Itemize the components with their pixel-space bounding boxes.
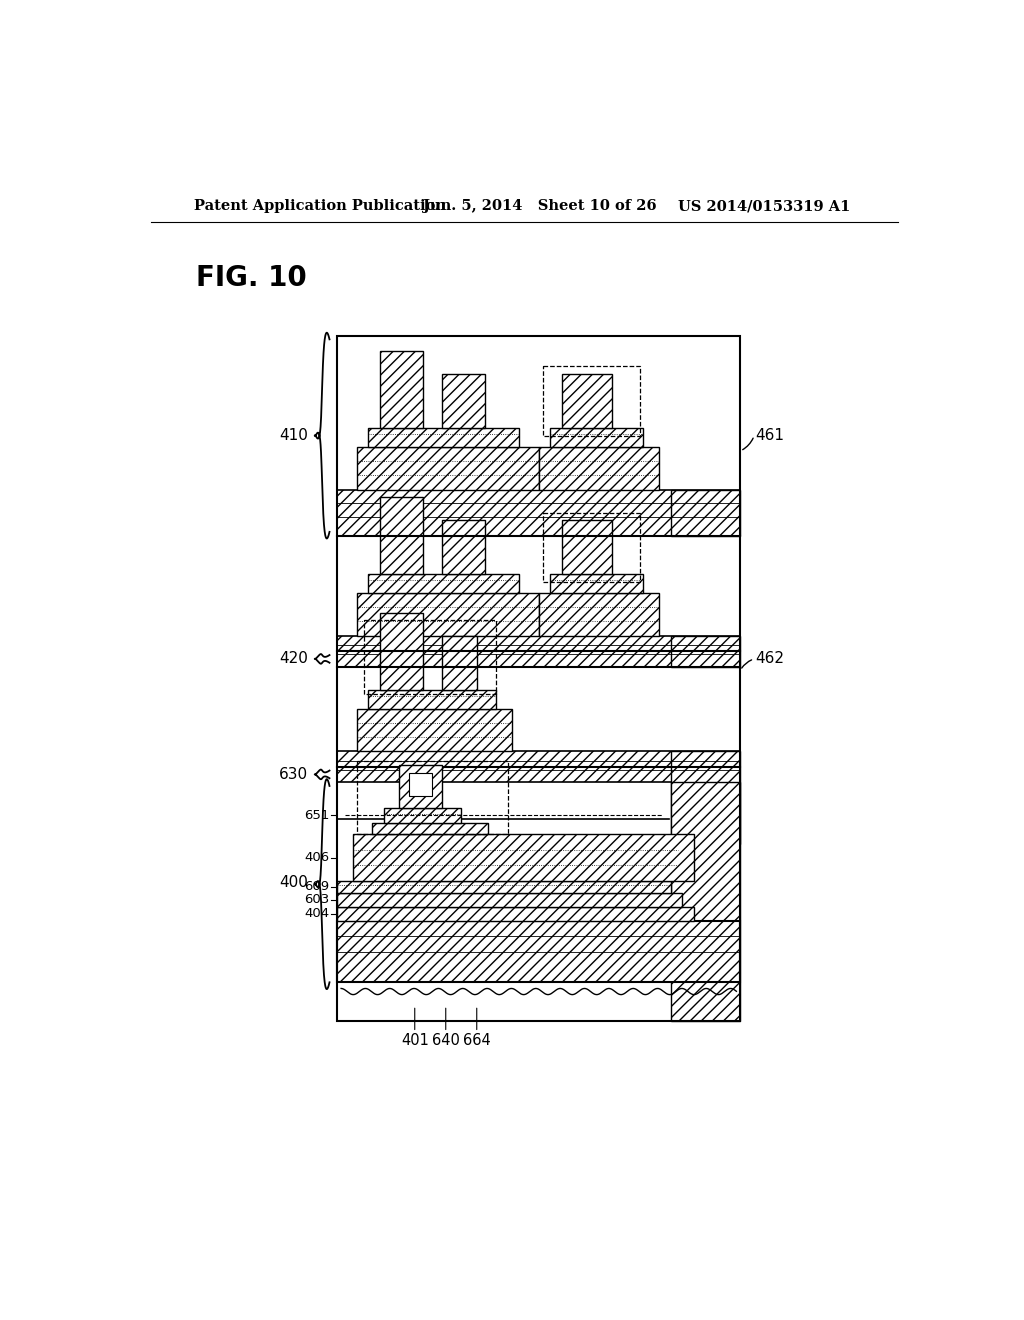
Text: 461: 461	[756, 428, 784, 444]
Bar	[384, 808, 461, 822]
Bar	[442, 636, 477, 689]
Bar	[337, 335, 740, 1020]
Bar	[671, 751, 740, 843]
Bar	[442, 374, 484, 428]
Bar	[399, 766, 442, 808]
Bar	[369, 689, 496, 709]
Text: 462: 462	[756, 651, 784, 667]
Bar	[356, 762, 508, 834]
Bar	[380, 351, 423, 428]
Bar	[356, 709, 512, 751]
Text: US 2014/0153319 A1: US 2014/0153319 A1	[678, 199, 851, 213]
Bar	[409, 774, 432, 796]
Text: 406: 406	[304, 851, 330, 865]
Bar	[539, 447, 658, 490]
Text: 420: 420	[279, 651, 308, 667]
Bar	[562, 374, 612, 428]
Bar	[671, 781, 740, 1020]
Text: FIG. 10: FIG. 10	[197, 264, 307, 292]
Bar	[352, 834, 693, 880]
Bar	[543, 367, 640, 436]
Text: 609: 609	[304, 880, 330, 894]
Bar	[550, 574, 643, 594]
Bar	[337, 636, 740, 667]
Bar	[365, 620, 496, 693]
Text: 664: 664	[463, 1032, 490, 1048]
Bar	[337, 536, 740, 651]
Text: 404: 404	[304, 907, 330, 920]
Text: 651: 651	[304, 809, 330, 822]
Bar	[372, 822, 488, 834]
Text: 400: 400	[279, 875, 308, 890]
Text: Jun. 5, 2014   Sheet 10 of 26: Jun. 5, 2014 Sheet 10 of 26	[423, 199, 656, 213]
Bar	[337, 781, 740, 818]
Bar	[337, 335, 740, 490]
Bar	[337, 880, 671, 892]
Text: 401: 401	[400, 1032, 429, 1048]
Bar	[337, 907, 693, 921]
Bar	[550, 428, 643, 447]
Bar	[337, 751, 740, 781]
Bar	[337, 818, 671, 913]
Bar	[356, 594, 539, 636]
Bar	[337, 667, 740, 767]
Bar	[543, 512, 640, 582]
Bar	[539, 594, 658, 636]
Bar	[337, 490, 740, 536]
Bar	[380, 612, 423, 689]
Bar	[562, 520, 612, 574]
Bar	[337, 751, 740, 767]
Bar	[442, 520, 484, 574]
Bar	[356, 447, 539, 490]
Bar	[671, 636, 740, 667]
Bar	[671, 490, 740, 536]
Bar	[369, 428, 519, 447]
Text: 640: 640	[432, 1032, 460, 1048]
Bar	[337, 636, 740, 651]
Text: 410: 410	[279, 428, 308, 444]
Bar	[409, 774, 432, 796]
Text: Patent Application Publication: Patent Application Publication	[194, 199, 445, 213]
Text: 630: 630	[279, 767, 308, 781]
Bar	[337, 921, 740, 982]
Bar	[337, 892, 682, 907]
Bar	[380, 498, 423, 574]
Bar	[369, 574, 519, 594]
Text: 603: 603	[304, 894, 330, 907]
